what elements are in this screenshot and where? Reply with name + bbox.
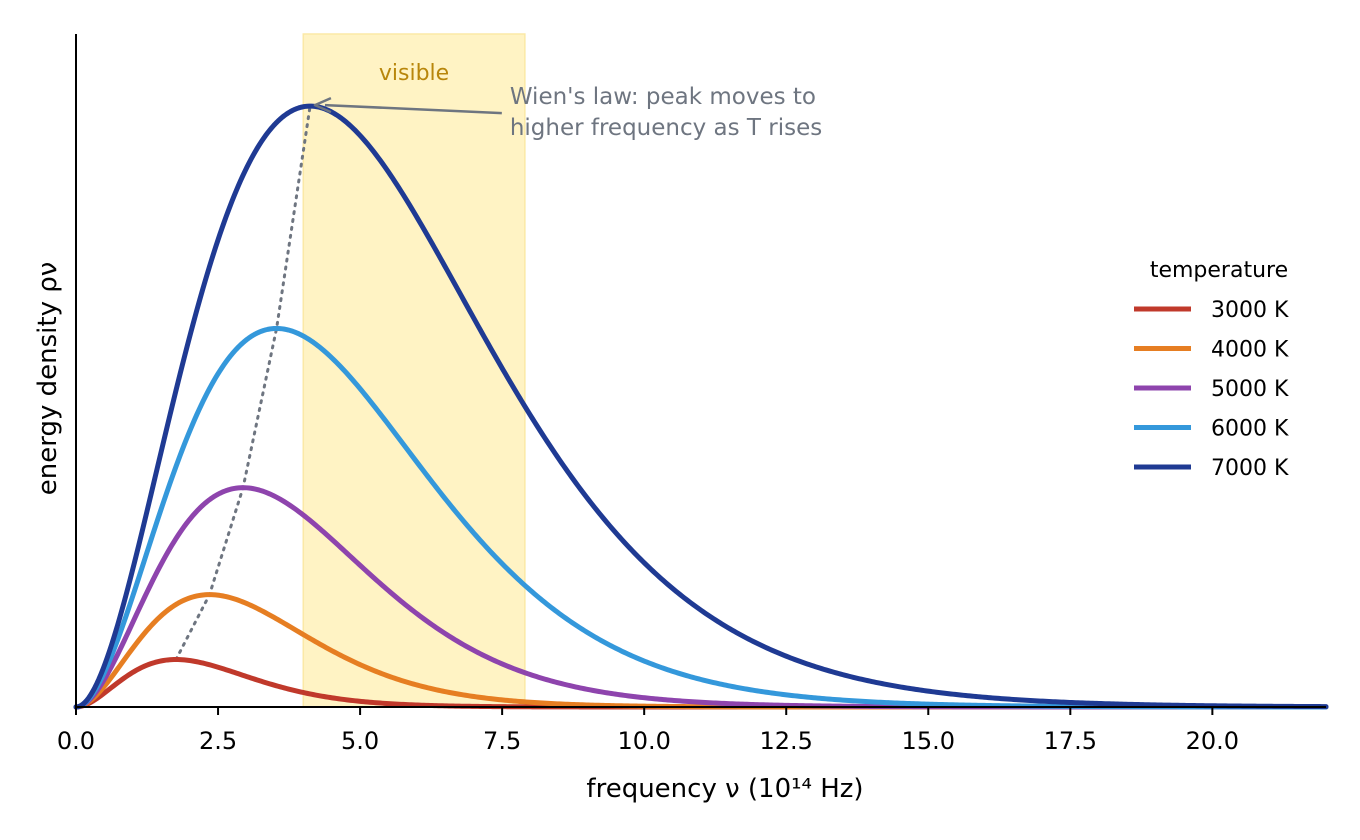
series-line-7000k (73, 103, 1329, 710)
x-tick-label: 15.0 (902, 727, 955, 755)
legend-title: temperature (1150, 258, 1288, 283)
x-tick-label: 10.0 (617, 727, 670, 755)
visible-band-label: visible (379, 61, 449, 86)
series-line-5000k (73, 485, 1329, 710)
legend-label-5000k: 5000 K (1211, 377, 1289, 402)
annotation-text-line: higher frequency as T rises (510, 115, 822, 141)
peak-line-layer (174, 104, 312, 662)
x-axis-label: frequency ν (10¹⁴ Hz) (586, 774, 863, 804)
legend: temperature 3000 K 4000 K 5000 K 6000 K 7000 … (1134, 258, 1289, 481)
visible-band (302, 33, 526, 708)
legend-label-6000k: 6000 K (1211, 417, 1289, 442)
x-tick-label: 17.5 (1044, 727, 1097, 755)
legend-label-3000k: 3000 K (1211, 298, 1289, 323)
wien-peak-line (174, 104, 312, 662)
x-tick-label: 7.5 (483, 727, 521, 755)
annotation-layer: Wien's law: peak moves to higher frequenc… (313, 84, 822, 141)
annotation-arrow-head (313, 96, 332, 114)
axes-layer: 0.0 2.5 5.0 7.5 10.0 12.5 15.0 17.5 20.0 frequenc… (33, 34, 1326, 804)
visible-band-layer: visible (302, 33, 526, 708)
x-tick-label: 0.0 (57, 727, 95, 755)
legend-label-7000k: 7000 K (1211, 456, 1289, 481)
x-tick-label: 2.5 (199, 727, 237, 755)
x-tick-label: 20.0 (1186, 727, 1239, 755)
x-tick-label: 12.5 (760, 727, 813, 755)
y-axis-label: energy density ρν (33, 262, 63, 495)
annotation-text-line: Wien's law: peak moves to (510, 84, 816, 110)
legend-label-4000k: 4000 K (1211, 338, 1289, 363)
series-layer (73, 103, 1329, 710)
annotation-arrow-line (324, 103, 502, 115)
x-tick-label: 5.0 (341, 727, 379, 755)
